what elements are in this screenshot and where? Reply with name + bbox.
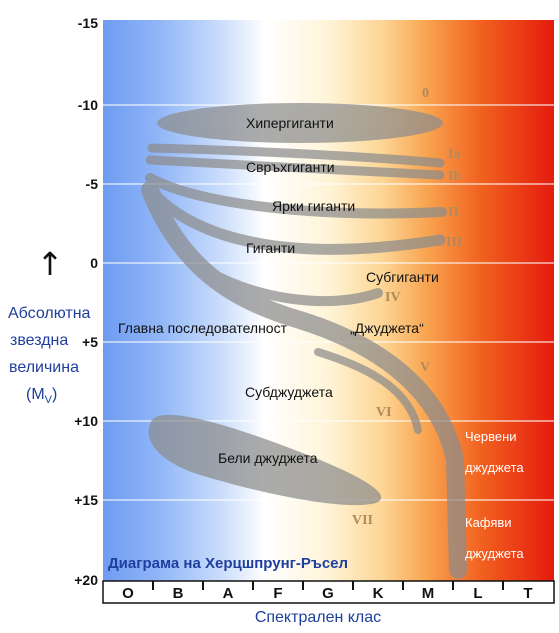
y-axis-label-line-4: (MV) [26, 386, 57, 406]
up-arrow-icon: ↑ [37, 245, 64, 283]
label-bright-giants: Ярки гиганти [272, 198, 355, 214]
y-tick: +15 [74, 492, 98, 508]
spectral-class-k: K [373, 585, 384, 602]
y-tick: +20 [74, 572, 98, 588]
spectral-class-b: B [173, 585, 184, 602]
star-bands [141, 103, 467, 579]
spectral-class-l: L [473, 585, 482, 602]
spectral-class-f: F [273, 585, 282, 602]
class-ib: Ib [448, 169, 461, 184]
class-0: 0 [422, 86, 429, 101]
y-axis-label-line-1: Абсолютна [8, 305, 91, 322]
label-giants: Гиганти [246, 240, 295, 256]
y-tick: +5 [82, 334, 98, 350]
label-white-dwarfs: Бели джуджета [218, 450, 318, 466]
label-brown-dwarfs-1: Кафяви [465, 515, 512, 530]
class-iii: III [446, 235, 462, 250]
white-dwarfs-band [148, 414, 382, 506]
y-tick-labels: -15 -10 -5 0 +5 +10 +15 +20 [74, 15, 98, 588]
class-ia: Ia [448, 147, 460, 162]
label-subgiants: Субгиганти [366, 269, 439, 285]
bright-giants-band [145, 173, 447, 219]
y-tick: 0 [90, 255, 98, 271]
label-supergiants: Свръхгиганти [246, 159, 335, 175]
luminosity-class-labels: 0 Ia Ib II III IV V VI VII [352, 86, 462, 528]
label-main-sequence: Главна последователност [118, 320, 288, 336]
y-tick: -10 [78, 97, 98, 113]
spectral-class-g: G [322, 585, 334, 602]
giants-band [144, 184, 446, 255]
y-axis-label-line-3: величина [9, 359, 79, 376]
spectral-class-o: O [122, 585, 134, 602]
main-sequence-band [141, 181, 467, 579]
class-vi: VI [376, 405, 392, 420]
spectral-class-m: M [422, 585, 435, 602]
supergiants-ia-band [147, 143, 445, 168]
magnitude-subscript: V [44, 394, 52, 407]
label-brown-dwarfs-2: джуджета [465, 546, 524, 561]
spectral-class-t: T [523, 585, 532, 602]
diagram-title: Диаграма на Херцшпрунг-Ръсел [108, 555, 348, 572]
y-tick: -5 [86, 176, 99, 192]
subdwarfs-band [314, 348, 422, 434]
magnitude-close-paren: ) [52, 386, 58, 403]
label-red-dwarfs-2: джуджета [465, 460, 524, 475]
class-ii: II [448, 205, 459, 220]
y-axis-label-line-2: звездна [10, 332, 69, 349]
label-subdwarfs: Субджуджета [245, 384, 333, 400]
region-labels: Хипергиганти Свръхгиганти Ярки гиганти Г… [118, 115, 439, 466]
x-axis-label: Спектрален клас [255, 609, 381, 626]
dwarf-labels-right: Червени джуджета Кафяви джуджета [465, 429, 524, 561]
supergiants-ib-band [145, 155, 445, 180]
hypergiants-band [157, 103, 443, 143]
magnitude-symbol: (M [26, 386, 45, 403]
class-v: V [420, 360, 430, 375]
y-tick: +10 [74, 413, 98, 429]
label-red-dwarfs-1: Червени [465, 429, 517, 444]
label-dwarfs: „Джуджета“ [350, 320, 424, 336]
class-vii: VII [352, 513, 373, 528]
x-axis-bar: O B A F G K M L T [102, 580, 555, 604]
y-tick: -15 [78, 15, 98, 31]
class-iv: IV [385, 290, 401, 305]
label-hypergiants: Хипергиганти [246, 115, 334, 131]
spectral-class-a: A [223, 585, 234, 602]
